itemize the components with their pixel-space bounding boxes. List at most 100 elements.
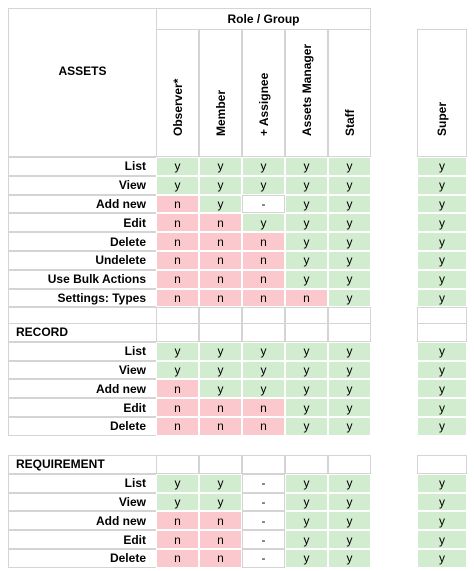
role-header-assets-manager: Assets Manager xyxy=(285,29,328,157)
permission-value: n xyxy=(156,379,199,399)
permission-value: y xyxy=(328,251,371,270)
empty-cell xyxy=(417,455,467,474)
permission-value: y xyxy=(156,175,199,195)
permission-value: n xyxy=(199,417,242,436)
permission-label: Settings: Types xyxy=(8,288,157,308)
permission-value: - xyxy=(242,549,285,568)
permission-label: View xyxy=(8,360,157,380)
super-permission-value: y xyxy=(417,213,467,233)
permission-value: n xyxy=(242,288,285,308)
permission-value: n xyxy=(156,530,199,549)
permission-value: y xyxy=(328,360,371,380)
role-header-member: Member xyxy=(199,29,242,157)
role-header-label: Member xyxy=(213,89,228,136)
permission-value: y xyxy=(199,194,242,214)
permission-value: y xyxy=(285,492,328,512)
permission-label: Undelete xyxy=(8,251,157,270)
permission-value: n xyxy=(156,194,199,214)
permission-label: Edit xyxy=(8,398,157,417)
permission-label: List xyxy=(8,157,157,176)
permission-value: n xyxy=(242,417,285,436)
super-permission-value: y xyxy=(417,194,467,214)
permission-value: y xyxy=(328,417,371,436)
permission-value: y xyxy=(328,511,371,531)
role-header-label: Observer* xyxy=(170,78,185,136)
section-title: RECORD xyxy=(8,323,157,342)
permission-value: y xyxy=(156,157,199,176)
permission-value: n xyxy=(242,232,285,251)
permission-value: y xyxy=(328,379,371,399)
permission-value: y xyxy=(328,473,371,493)
permission-value: n xyxy=(199,549,242,568)
header-corner xyxy=(8,8,157,157)
permission-value: y xyxy=(328,194,371,214)
super-permission-value: y xyxy=(417,269,467,289)
permission-label: Add new xyxy=(8,194,157,214)
role-header-label: Assets Manager xyxy=(299,43,314,136)
permission-value: n xyxy=(156,417,199,436)
permission-value: y xyxy=(285,417,328,436)
permission-value: y xyxy=(328,232,371,251)
role-header-label: + Assignee xyxy=(256,72,271,136)
permission-value: - xyxy=(242,530,285,549)
empty-cell xyxy=(285,323,328,342)
permission-value: n xyxy=(156,232,199,251)
role-header-staff: Staff xyxy=(328,29,371,157)
permission-value: n xyxy=(285,288,328,308)
permission-value: y xyxy=(199,492,242,512)
permission-value: n xyxy=(156,288,199,308)
permission-value: y xyxy=(199,379,242,399)
permission-value: n xyxy=(199,398,242,417)
super-permission-value: y xyxy=(417,511,467,531)
empty-cell xyxy=(242,455,285,474)
super-permission-value: y xyxy=(417,175,467,195)
permission-value: n xyxy=(199,251,242,270)
super-permission-value: y xyxy=(417,549,467,568)
permission-value: y xyxy=(328,549,371,568)
permission-label: List xyxy=(8,473,157,493)
super-permission-value: y xyxy=(417,232,467,251)
super-permission-value: y xyxy=(417,492,467,512)
permission-label: Add new xyxy=(8,511,157,531)
permission-value: y xyxy=(328,213,371,233)
permission-value: y xyxy=(199,473,242,493)
permission-label: Delete xyxy=(8,232,157,251)
empty-cell xyxy=(156,323,199,342)
permission-value: y xyxy=(285,341,328,361)
permission-value: y xyxy=(242,360,285,380)
permission-value: y xyxy=(285,213,328,233)
permission-value: y xyxy=(242,213,285,233)
permission-value: n xyxy=(199,511,242,531)
permission-value: y xyxy=(285,530,328,549)
permission-value: y xyxy=(285,511,328,531)
permission-value: n xyxy=(156,269,199,289)
empty-cell xyxy=(328,323,371,342)
permission-value: n xyxy=(199,269,242,289)
permission-value: y xyxy=(285,157,328,176)
permission-value: n xyxy=(199,288,242,308)
permission-value: y xyxy=(328,288,371,308)
permission-value: y xyxy=(285,360,328,380)
permission-value: y xyxy=(199,360,242,380)
role-header-label: Super xyxy=(435,101,449,136)
super-permission-value: y xyxy=(417,341,467,361)
permission-label: List xyxy=(8,341,157,361)
permission-value: y xyxy=(242,175,285,195)
permission-value: n xyxy=(242,269,285,289)
permission-value: y xyxy=(156,492,199,512)
permission-value: y xyxy=(199,175,242,195)
empty-cell xyxy=(199,323,242,342)
permission-value: - xyxy=(242,492,285,512)
empty-cell xyxy=(285,455,328,474)
group-title: Role / Group xyxy=(156,8,371,30)
permission-value: y xyxy=(328,157,371,176)
permission-value: n xyxy=(156,251,199,270)
permission-value: y xyxy=(328,492,371,512)
permission-value: n xyxy=(156,213,199,233)
permission-value: y xyxy=(156,360,199,380)
permission-label: Add new xyxy=(8,379,157,399)
permission-value: - xyxy=(242,473,285,493)
permission-value: y xyxy=(242,379,285,399)
permission-value: y xyxy=(328,175,371,195)
empty-cell xyxy=(156,455,199,474)
